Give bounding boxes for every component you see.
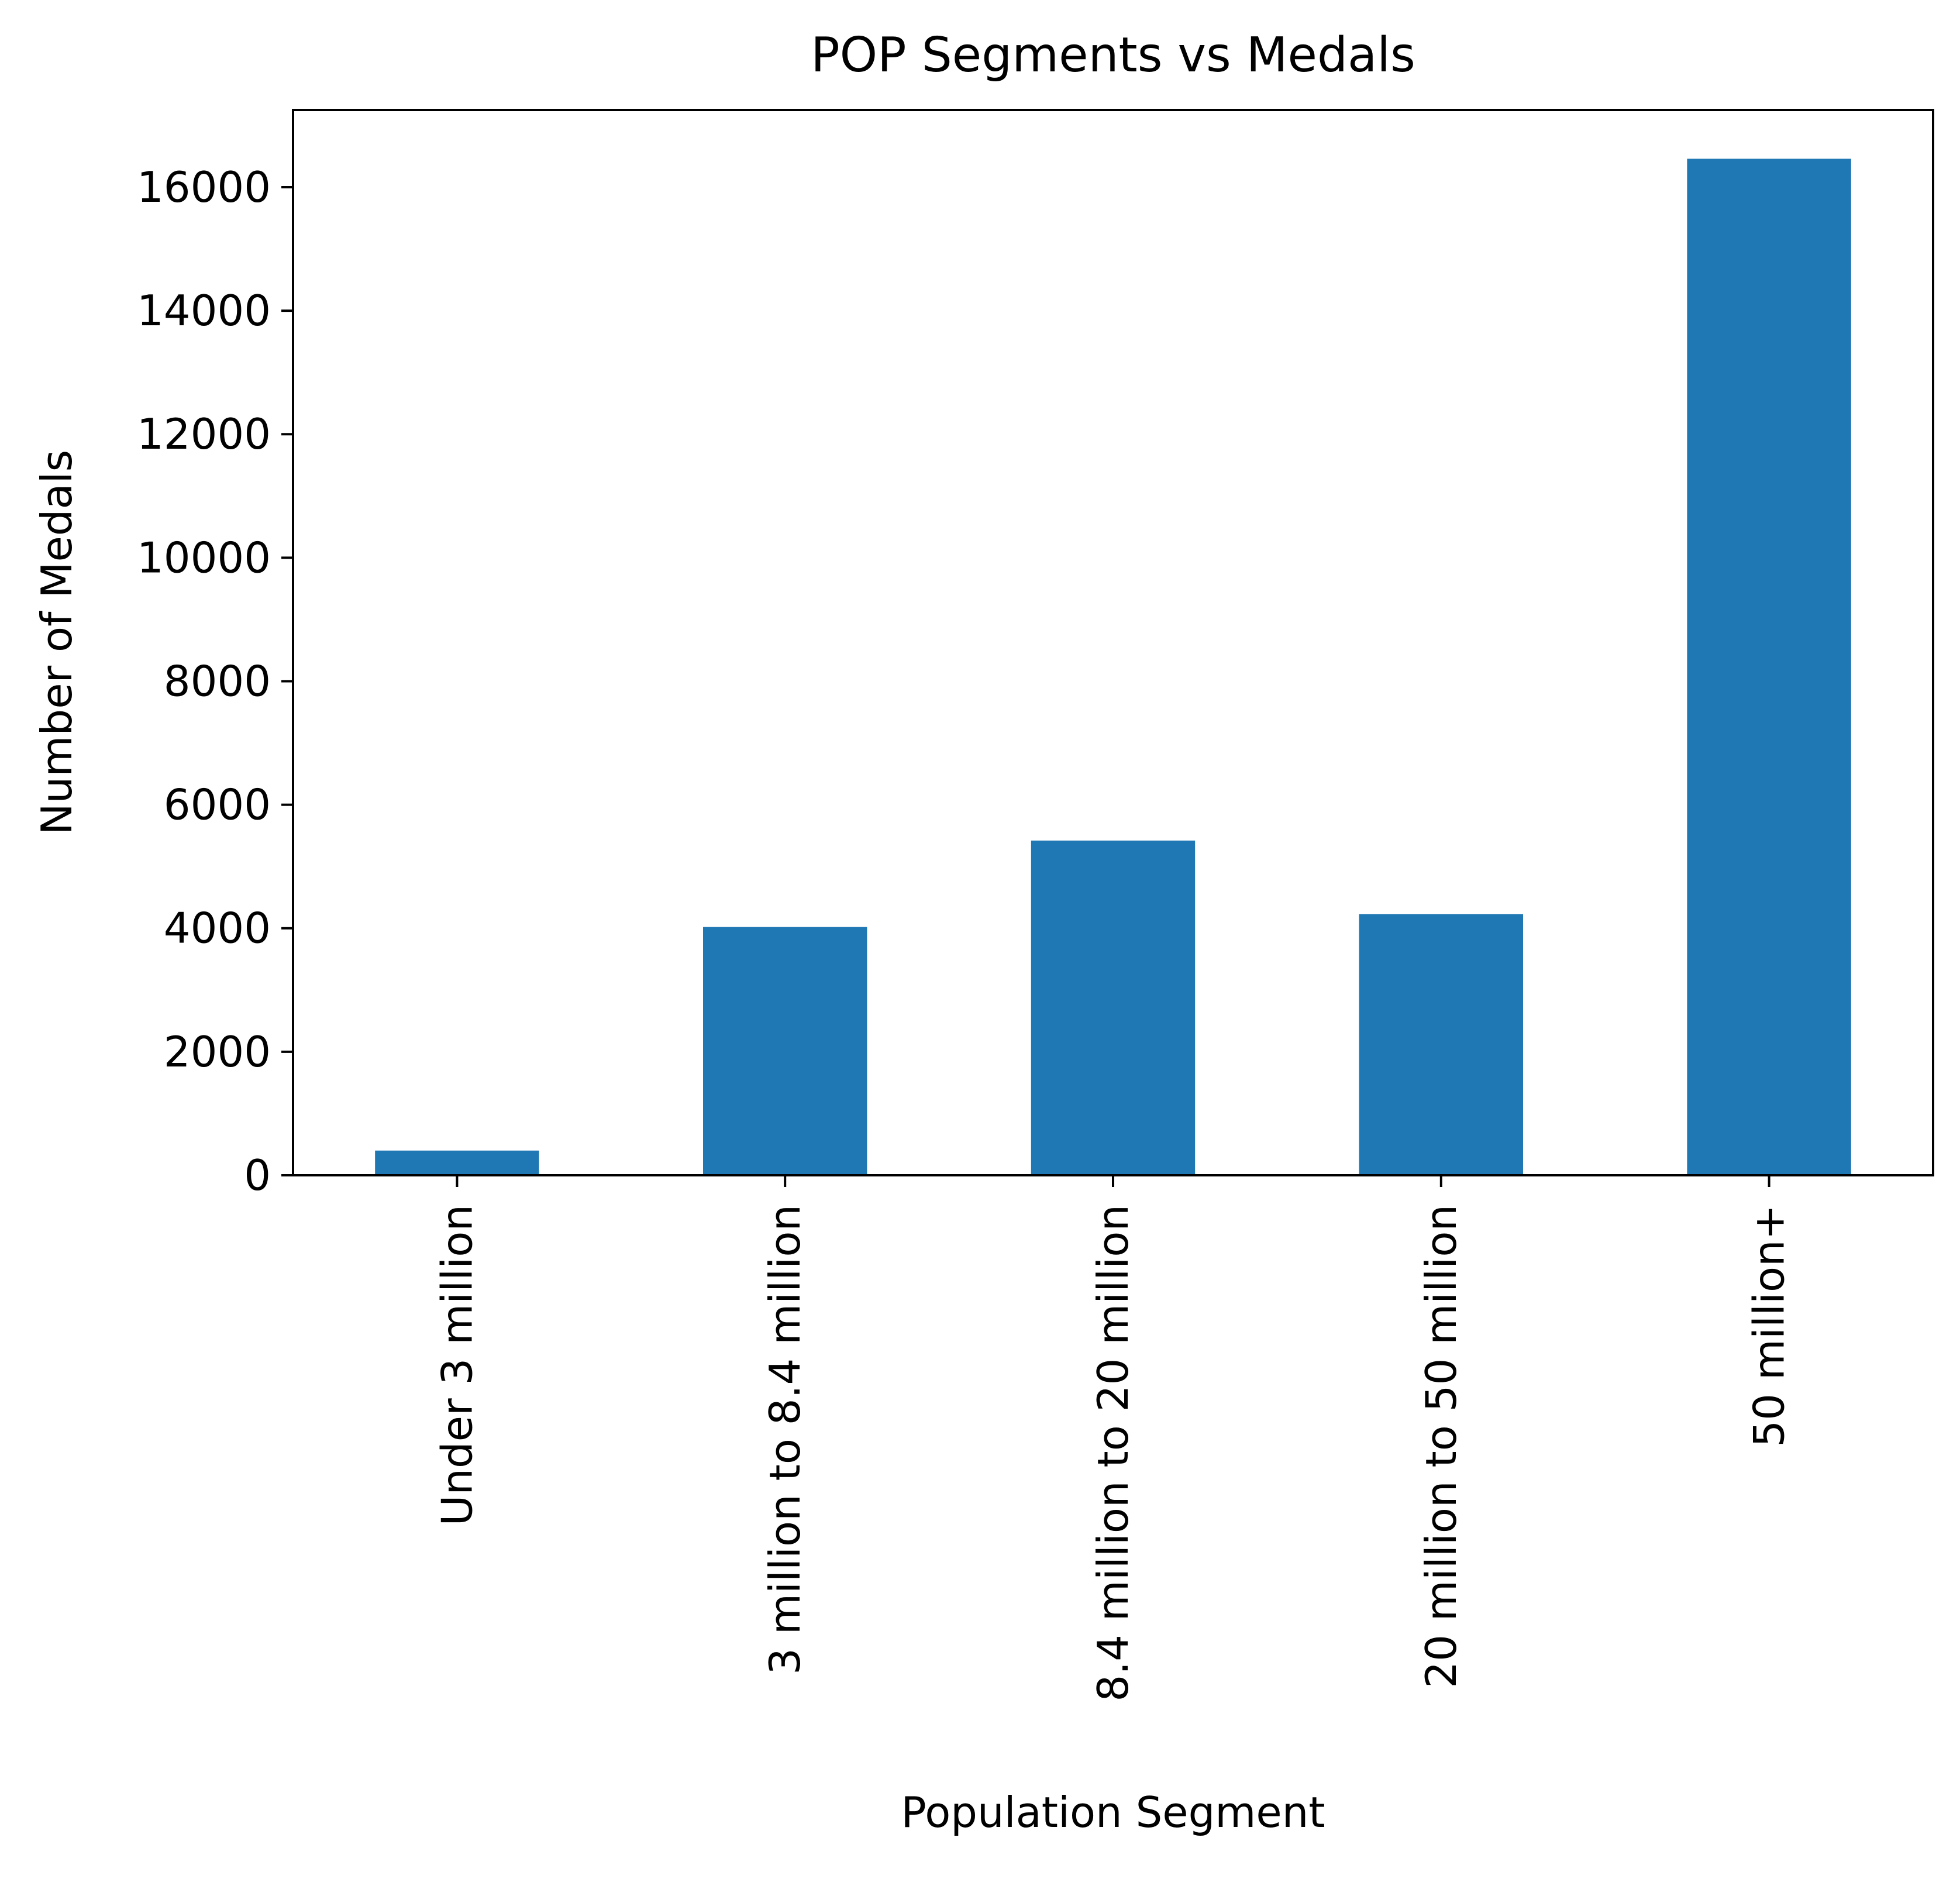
- plot-frame: [292, 109, 1934, 1176]
- y-axis-label: Number of Medals: [32, 450, 81, 835]
- bar-1: [375, 1150, 539, 1175]
- bar-4: [1359, 914, 1523, 1175]
- y-tick-label-10000: 10000: [137, 533, 271, 582]
- y-tick-label-0: 0: [244, 1151, 271, 1200]
- y-tick-label-6000: 6000: [164, 780, 271, 830]
- y-tick-label-8000: 8000: [164, 656, 271, 706]
- y-tick-label-16000: 16000: [137, 163, 271, 212]
- bar-2: [703, 927, 867, 1175]
- y-tick-label-14000: 14000: [137, 286, 271, 335]
- y-tick-label-2000: 2000: [164, 1027, 271, 1076]
- y-axis: 0 2000 4000 6000 8000 10000 12000 14000 16000: [137, 163, 293, 1200]
- x-tick-label-4: 20 million to 50 million: [1417, 1205, 1466, 1688]
- x-axis-label: Population Segment: [901, 1788, 1325, 1837]
- bar-5: [1687, 159, 1851, 1176]
- y-tick-label-4000: 4000: [164, 904, 271, 953]
- x-tick-label-2: 3 million to 8.4 million: [760, 1205, 810, 1675]
- y-tick-label-12000: 12000: [137, 410, 271, 459]
- chart-title: POP Segments vs Medals: [811, 27, 1415, 83]
- x-tick-label-5: 50 million+: [1745, 1205, 1794, 1447]
- bars: [375, 159, 1851, 1176]
- x-tick-label-3: 8.4 million to 20 million: [1088, 1205, 1138, 1702]
- x-tick-label-1: Under 3 million: [432, 1205, 481, 1526]
- x-axis: Under 3 million 3 million to 8.4 million 8…: [432, 1175, 1794, 1702]
- bar-3: [1031, 840, 1196, 1175]
